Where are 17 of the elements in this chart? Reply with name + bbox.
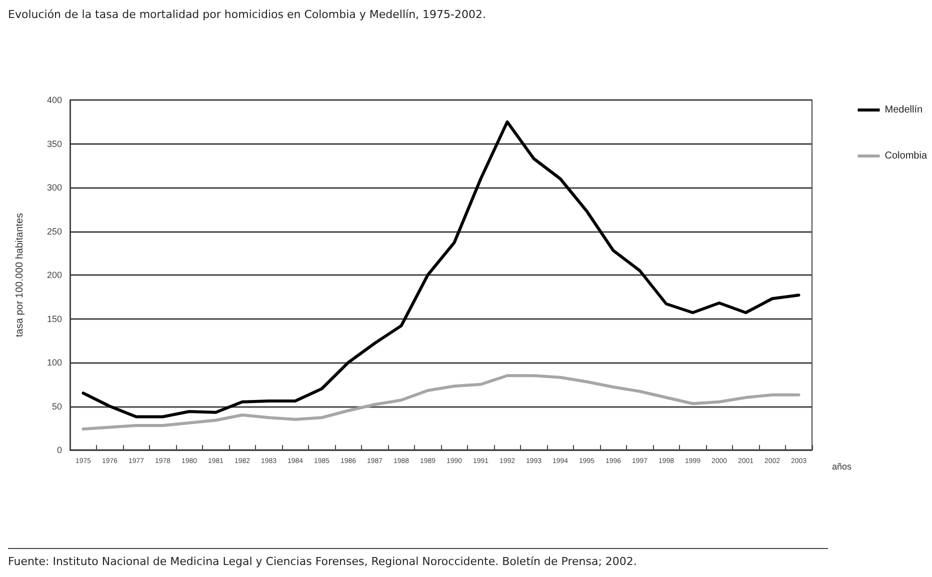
y-axis-title: tasa por 100.000 habitantes [14, 213, 26, 337]
y-tick-label: 400 [46, 95, 62, 105]
y-tick-label: 50 [52, 401, 62, 412]
y-tick-label: 150 [46, 314, 62, 324]
y-tick-label: 250 [46, 226, 62, 236]
x-axis-title: años [832, 462, 852, 472]
line-series [82, 374, 800, 430]
y-tick-label: 100 [46, 358, 62, 368]
source-note: Fuente: Instituto Nacional de Medicina Legal y Ciencias Forenses, Regional Noroccidente. Boletín de Prensa; 2002. [8, 548, 828, 568]
legend-label: Medellín [884, 104, 923, 116]
y-tick-label: 300 [46, 182, 62, 192]
line-series [82, 120, 800, 418]
chart-title: Evolución de la tasa de mortalidad por homicidios en Colombia y Medellín, 1975-2002. [8, 8, 486, 21]
y-tick-label: 200 [46, 270, 62, 280]
y-tick-label: 0 [56, 445, 62, 455]
y-tick-label: 350 [46, 138, 62, 149]
legend-label: Colombia [884, 150, 928, 162]
